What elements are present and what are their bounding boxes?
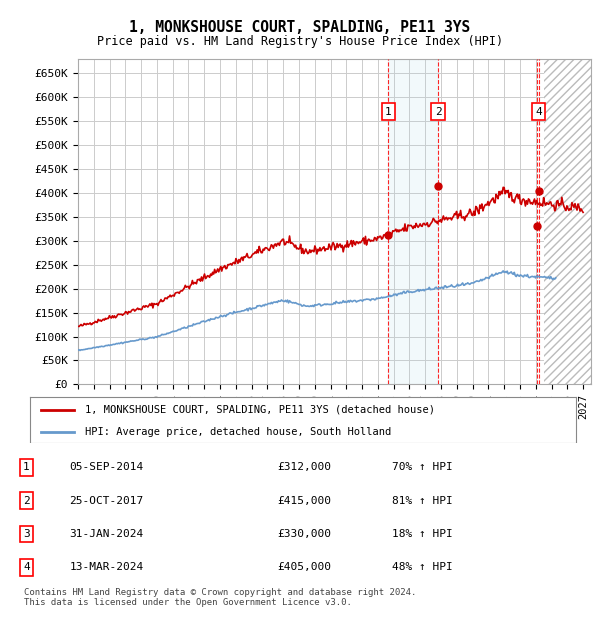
- Text: Contains HM Land Registry data © Crown copyright and database right 2024.
This d: Contains HM Land Registry data © Crown c…: [24, 588, 416, 607]
- Text: HPI: Average price, detached house, South Holland: HPI: Average price, detached house, Sout…: [85, 427, 391, 436]
- Text: 25-OCT-2017: 25-OCT-2017: [70, 495, 144, 506]
- Text: 31-JAN-2024: 31-JAN-2024: [70, 529, 144, 539]
- Text: 13-MAR-2024: 13-MAR-2024: [70, 562, 144, 572]
- Text: 4: 4: [535, 107, 542, 117]
- Text: 70% ↑ HPI: 70% ↑ HPI: [392, 463, 453, 472]
- Text: Price paid vs. HM Land Registry's House Price Index (HPI): Price paid vs. HM Land Registry's House …: [97, 35, 503, 48]
- Text: 48% ↑ HPI: 48% ↑ HPI: [392, 562, 453, 572]
- Text: £330,000: £330,000: [277, 529, 331, 539]
- Bar: [388, 59, 438, 384]
- Text: 18% ↑ HPI: 18% ↑ HPI: [392, 529, 453, 539]
- Text: 2: 2: [434, 107, 442, 117]
- Text: £405,000: £405,000: [277, 562, 331, 572]
- Text: 05-SEP-2014: 05-SEP-2014: [70, 463, 144, 472]
- Text: £415,000: £415,000: [277, 495, 331, 506]
- Text: 81% ↑ HPI: 81% ↑ HPI: [392, 495, 453, 506]
- Text: 1, MONKSHOUSE COURT, SPALDING, PE11 3YS: 1, MONKSHOUSE COURT, SPALDING, PE11 3YS: [130, 20, 470, 35]
- Text: 2: 2: [23, 495, 30, 506]
- Bar: [544, 59, 591, 384]
- Text: 4: 4: [23, 562, 30, 572]
- Text: 1: 1: [23, 463, 30, 472]
- Text: 3: 3: [23, 529, 30, 539]
- Text: 1, MONKSHOUSE COURT, SPALDING, PE11 3YS (detached house): 1, MONKSHOUSE COURT, SPALDING, PE11 3YS …: [85, 405, 434, 415]
- Text: 1: 1: [385, 107, 392, 117]
- Text: £312,000: £312,000: [277, 463, 331, 472]
